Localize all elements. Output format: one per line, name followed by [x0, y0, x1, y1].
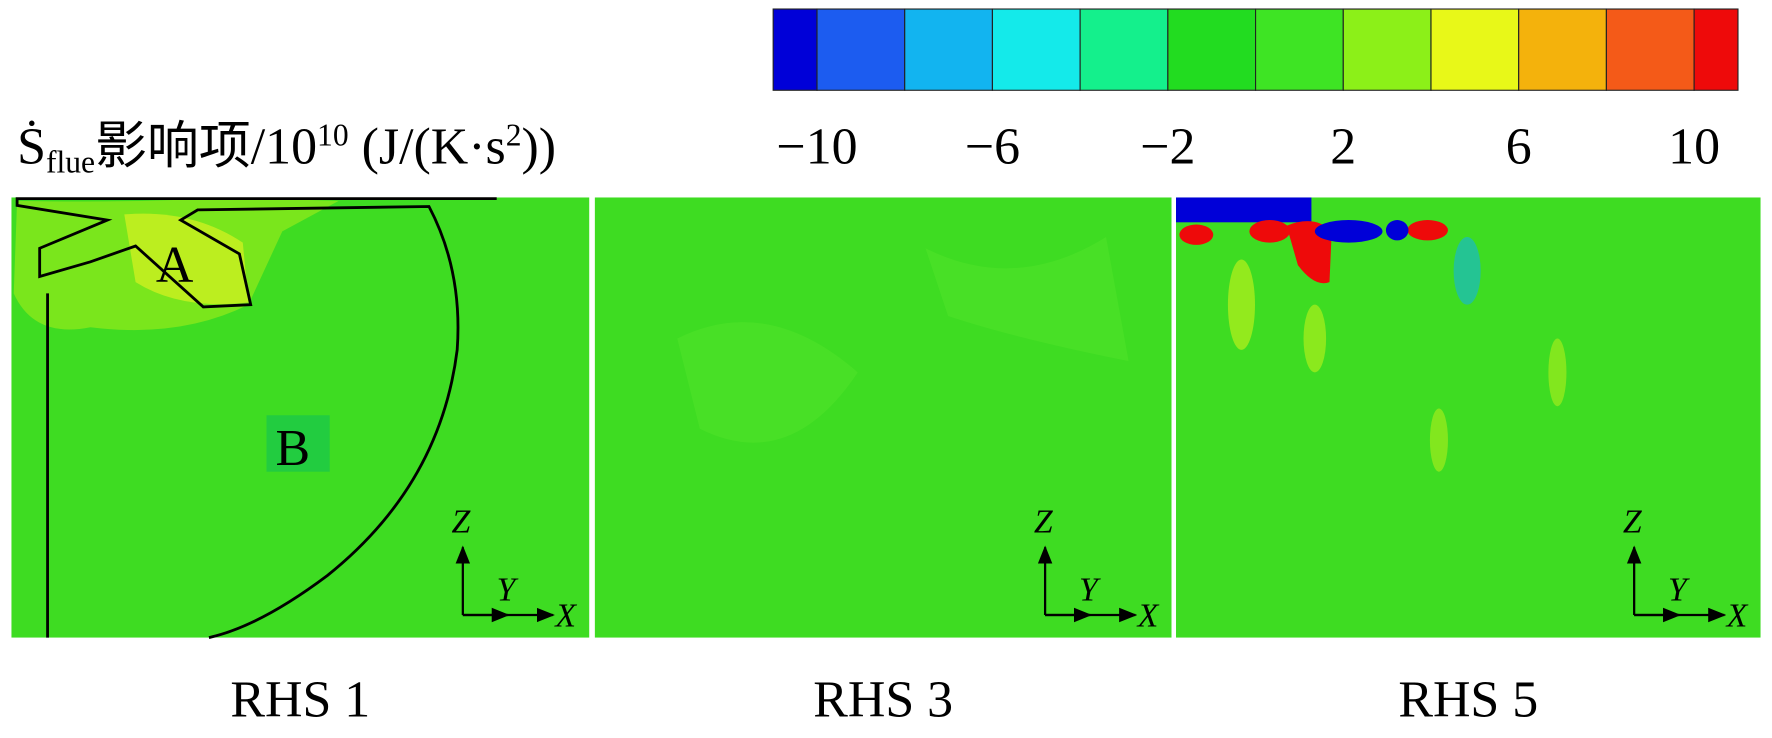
tick-label: 2	[1330, 119, 1356, 176]
field-blob	[1548, 338, 1567, 407]
field-blob	[124, 213, 249, 305]
color-bin	[1693, 8, 1739, 91]
unit-close: ))	[522, 119, 557, 176]
unit-open: (J/(K·s	[349, 119, 506, 176]
region-label: B	[276, 420, 311, 477]
axis-label: Y	[1079, 571, 1101, 608]
subscript: flue	[46, 145, 95, 180]
field-blob	[1303, 304, 1327, 373]
axis-label: X	[553, 597, 577, 634]
color-bin	[1430, 8, 1520, 91]
panel: A B	[11, 197, 590, 639]
color-bin	[772, 8, 818, 91]
axis-label: Y	[497, 571, 519, 608]
tick-label: −2	[1140, 119, 1195, 176]
tick-label: −6	[965, 119, 1020, 176]
field-blob	[1176, 197, 1312, 223]
color-bin	[1254, 8, 1344, 91]
symbol: Ṡ	[17, 119, 46, 176]
field-blob	[1314, 220, 1383, 243]
axis-label: Y	[1668, 571, 1690, 608]
axis-label: X	[1725, 597, 1749, 634]
color-bin	[991, 8, 1081, 91]
field-blob	[1179, 224, 1214, 245]
field-blob	[1227, 259, 1255, 350]
contour-line	[15, 197, 497, 639]
panel-title: RHS 1	[230, 672, 370, 729]
exponent: 10	[317, 118, 349, 153]
color-bin	[1167, 8, 1257, 91]
tick-label: −10	[776, 119, 857, 176]
field-blob	[677, 236, 1129, 443]
field-blob	[1407, 220, 1448, 241]
axis-label: Z	[1034, 504, 1054, 541]
panel	[594, 197, 1172, 638]
region-label: A	[156, 237, 194, 294]
color-bin	[1079, 8, 1169, 91]
color-bin	[904, 8, 993, 91]
axis-label: X	[1136, 597, 1160, 634]
field-blob	[1249, 220, 1290, 243]
field-blob	[1453, 236, 1481, 305]
unit-exponent: 2	[506, 118, 522, 153]
field-blob	[1385, 220, 1409, 241]
color-bin	[1518, 8, 1607, 91]
color-bin	[1605, 8, 1695, 91]
color-bin	[816, 8, 906, 91]
panel-title: RHS 5	[1398, 672, 1538, 729]
axis-label: Z	[1623, 504, 1643, 541]
panel-title: RHS 3	[813, 672, 953, 729]
colorbar-label: Ṡflue影响项/1010 (J/(K·s2))	[17, 118, 556, 180]
color-bin	[1342, 8, 1432, 91]
tick-label: 10	[1668, 119, 1720, 176]
axis-label: Z	[452, 504, 472, 541]
label-text: 影响项/10	[95, 119, 317, 176]
field-blob	[1429, 408, 1448, 472]
tick-label: 6	[1506, 119, 1532, 176]
colorbar: −10 −6 −2 2 6 10	[772, 8, 1739, 176]
label-box	[266, 415, 330, 472]
panel	[1176, 197, 1761, 638]
